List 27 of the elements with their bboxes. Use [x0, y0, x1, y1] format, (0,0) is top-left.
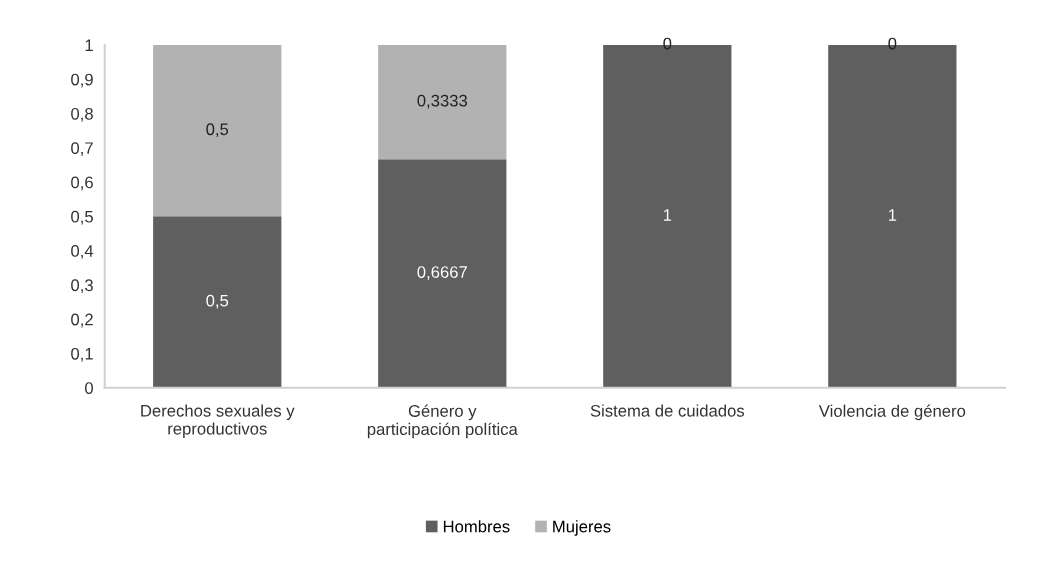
bar — [153, 44, 282, 217]
x-tick-label: Violencia de género — [818, 404, 966, 421]
data-label: 1 — [663, 209, 672, 221]
data-label: 0,3333 — [417, 94, 468, 109]
data-label: 0,6667 — [417, 266, 467, 280]
y-tick-label: 0,2 — [71, 313, 93, 328]
legend-label: Hombres — [443, 520, 510, 533]
y-tick-label: 0,3 — [71, 279, 93, 294]
y-tick-label: 0,9 — [71, 73, 93, 88]
legend-label: Mujeres — [553, 520, 611, 536]
y-tick-label: 0,6 — [71, 176, 93, 191]
y-tick-label: 1 — [85, 39, 93, 51]
data-label: 0,5 — [206, 123, 229, 138]
x-tick-label: Derechos sexuales y reproductivos — [141, 404, 295, 438]
data-label: 1 — [888, 209, 897, 221]
y-tick-label: 0,8 — [71, 107, 93, 122]
y-tick-label: 0,5 — [71, 210, 93, 225]
y-tick-label: 0,1 — [71, 347, 93, 362]
y-tick-label: 0,7 — [71, 142, 93, 156]
bar — [153, 216, 282, 388]
y-tick-label: 0,4 — [71, 245, 94, 259]
data-label: 0,5 — [206, 294, 229, 309]
bar — [378, 159, 507, 388]
x-tick-label: Género y participación política — [367, 404, 518, 439]
y-tick-label: 0 — [85, 382, 93, 394]
x-tick-label: Sistema de cuidados — [590, 404, 745, 417]
bar — [378, 44, 507, 160]
